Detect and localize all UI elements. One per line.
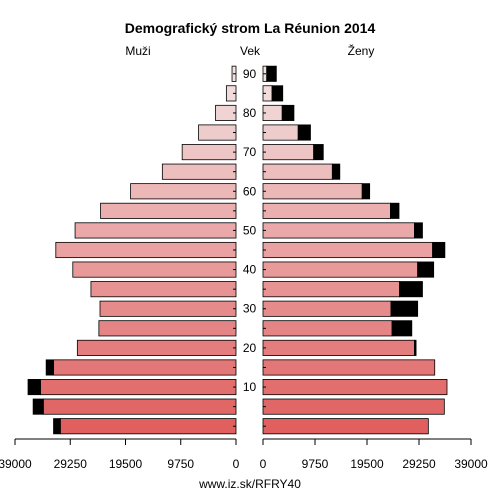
age-tick-label: 90 [243, 67, 257, 81]
male-bar [55, 241, 237, 259]
female-surplus-bar [417, 261, 435, 278]
male-bar [74, 222, 237, 239]
center-axis-label: Vek [240, 44, 261, 58]
female-surplus-bar [414, 222, 423, 239]
female-bar [262, 261, 419, 278]
female-surplus-bar [331, 163, 341, 180]
female-bar [262, 379, 448, 396]
female-bar [262, 183, 363, 200]
female-bar [262, 320, 393, 337]
x-tick-label-right: 9750 [302, 457, 329, 471]
male-surplus-bar [32, 398, 44, 415]
age-tick-label: 20 [243, 341, 257, 355]
x-tick-label-left: 29250 [54, 457, 88, 471]
male-bar [99, 300, 237, 317]
female-bar [262, 144, 315, 161]
male-bar [42, 398, 237, 415]
male-bar [130, 183, 237, 200]
footer-url: www.iz.sk/RFRY40 [198, 477, 301, 491]
age-tick-label: 10 [243, 380, 257, 394]
male-bar [100, 202, 237, 219]
age-tick-label: 60 [243, 184, 257, 198]
x-tick-label-right: 0 [260, 457, 267, 471]
x-tick-label-right: 29250 [402, 457, 436, 471]
female-surplus-bar [390, 202, 400, 219]
male-bar [90, 281, 237, 298]
male-bar [181, 144, 237, 161]
female-surplus-bar [390, 300, 419, 317]
bars-group [27, 65, 448, 435]
male-bar [76, 339, 237, 356]
male-surplus-bar [53, 418, 61, 435]
female-surplus-bar [313, 144, 324, 161]
right-side-label: Ženy [348, 43, 375, 58]
female-bar [262, 163, 333, 180]
male-bar [72, 261, 237, 278]
axes-group: 90 80 70 60 50 40 30 20 10 39000 29250 19500 9750 0 0 9… [0, 67, 488, 471]
left-side-label: Muži [125, 44, 150, 58]
female-surplus-bar [399, 281, 423, 298]
x-tick-label-left: 0 [233, 457, 240, 471]
male-bar [161, 163, 237, 180]
female-surplus-bar [391, 320, 413, 337]
female-bar [262, 339, 415, 356]
female-surplus-bar [432, 241, 446, 259]
age-tick-label: 50 [243, 223, 257, 237]
female-bar [262, 300, 392, 317]
female-surplus-bar [414, 339, 417, 356]
male-bar [53, 359, 237, 376]
chart-title: Demografický strom La Réunion 2014 [125, 20, 376, 36]
age-tick-label: 40 [243, 263, 257, 277]
x-tick-label-right: 19500 [350, 457, 384, 471]
female-surplus-bar [361, 183, 371, 200]
female-surplus-bar [297, 124, 311, 141]
male-bar [215, 104, 237, 121]
age-tick-label: 30 [243, 302, 257, 316]
age-tick-label: 70 [243, 145, 257, 159]
female-bar [262, 398, 445, 415]
female-bar [262, 222, 415, 239]
male-bar [198, 124, 237, 141]
male-bar [40, 379, 237, 396]
x-tick-label-left: 9750 [167, 457, 194, 471]
female-bar [262, 124, 299, 141]
male-surplus-bar [45, 359, 54, 376]
male-bar [98, 320, 237, 337]
female-bar [262, 281, 400, 298]
x-tick-label-right: 39000 [454, 457, 488, 471]
female-bar [262, 202, 391, 219]
male-surplus-bar [27, 379, 41, 396]
x-tick-label-left: 19500 [109, 457, 143, 471]
female-surplus-bar [271, 85, 284, 102]
x-tick-label-left: 39000 [0, 457, 32, 471]
age-tick-label: 80 [243, 106, 257, 120]
female-bar [262, 418, 429, 435]
male-bar [59, 418, 237, 435]
female-bar [262, 359, 436, 376]
female-surplus-bar [281, 104, 295, 121]
female-surplus-bar [266, 65, 277, 82]
female-bar [262, 241, 434, 259]
